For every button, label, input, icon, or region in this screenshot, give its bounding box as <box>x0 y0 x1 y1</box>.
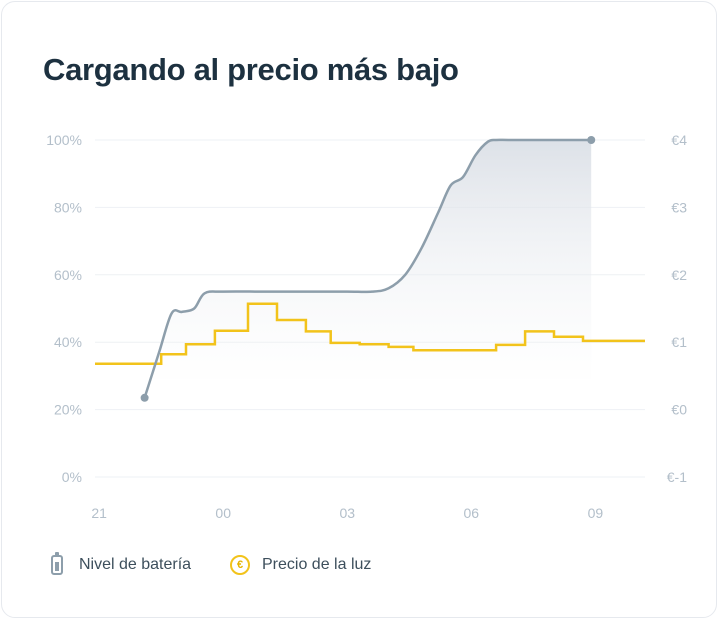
price-step-line <box>95 302 645 366</box>
y-left-tick-label: 20% <box>54 402 82 418</box>
battery-marker <box>140 393 149 402</box>
battery-line <box>143 138 593 400</box>
chart-title: Cargando al precio más bajo <box>43 52 459 87</box>
x-axis: 21 00 03 06 09 <box>91 505 603 521</box>
legend-battery: Nivel de batería <box>51 551 191 579</box>
y-left-tick-label: 80% <box>54 199 82 215</box>
y-right-tick-label: €2 <box>671 267 687 283</box>
legend-price-label: Precio de la luz <box>262 556 372 573</box>
y-right-tick-label: €4 <box>671 132 687 148</box>
y-left-tick-label: 40% <box>54 334 82 350</box>
y-axis-right: €4 €3 €2 €1 €0 €-1 <box>667 132 687 485</box>
legend-price: € Precio de la luz <box>230 551 371 579</box>
battery-area-fill <box>144 139 592 398</box>
x-tick-label: 00 <box>215 505 231 521</box>
y-right-tick-label: €0 <box>671 402 687 418</box>
series-layer <box>95 136 645 402</box>
y-right-tick-label: €1 <box>671 334 687 350</box>
x-tick-label: 21 <box>91 505 107 521</box>
y-left-tick-label: 100% <box>46 132 82 148</box>
y-right-tick-label: €3 <box>671 199 687 215</box>
y-left-tick-label: 0% <box>62 469 82 485</box>
y-left-tick-label: 60% <box>54 267 82 283</box>
euro-circle-icon: € <box>230 555 250 575</box>
y-right-tick-label: €-1 <box>667 469 687 485</box>
legend-battery-label: Nivel de batería <box>79 556 192 573</box>
y-axis-left: 100% 80% 60% 40% 20% 0% <box>46 132 82 485</box>
x-tick-label: 06 <box>464 505 480 521</box>
x-tick-label: 03 <box>339 505 355 521</box>
battery-icon <box>51 552 63 575</box>
x-tick-label: 09 <box>588 505 604 521</box>
battery-marker <box>587 136 596 144</box>
